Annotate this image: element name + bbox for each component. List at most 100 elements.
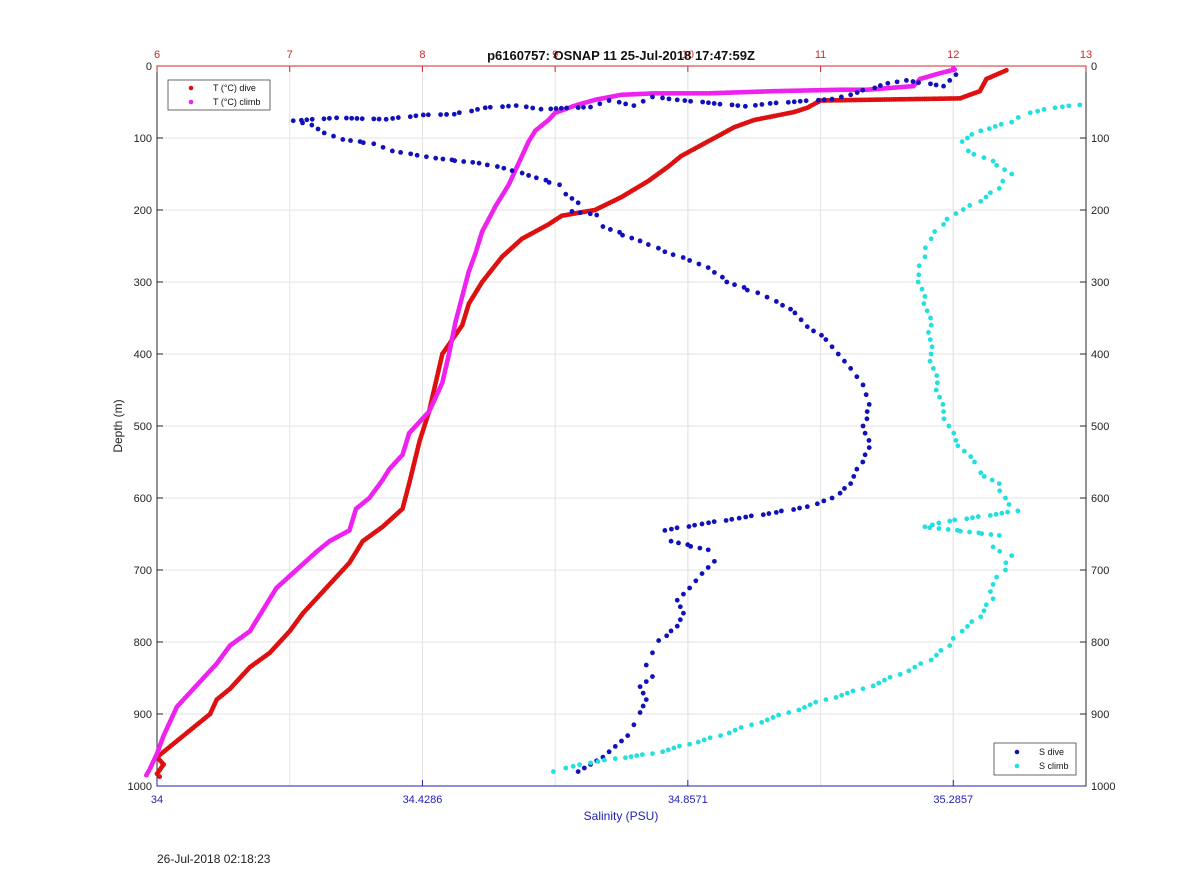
data-point (947, 78, 953, 83)
data-point (969, 132, 975, 137)
data-point (753, 102, 758, 108)
data-point (612, 744, 618, 749)
y-tick-label-right: 0 (1091, 61, 1097, 73)
data-point (936, 520, 942, 526)
data-point (759, 102, 765, 107)
data-point (796, 707, 802, 713)
data-point (965, 148, 971, 154)
data-point (650, 674, 655, 679)
legend-marker-t-climb (188, 99, 194, 105)
data-point (736, 515, 742, 521)
data-point (1002, 167, 1007, 173)
data-point (546, 180, 552, 185)
data-point (668, 628, 674, 634)
data-point (970, 515, 975, 521)
x-top-tick-label: 13 (1080, 49, 1092, 61)
data-point (860, 382, 866, 388)
data-point (759, 719, 765, 725)
data-point (870, 683, 876, 689)
data-point (862, 452, 868, 458)
data-point (697, 545, 703, 551)
data-point (700, 99, 706, 105)
data-point (842, 486, 847, 491)
data-point (811, 328, 816, 334)
data-point (797, 505, 802, 511)
data-point (829, 96, 835, 102)
data-point (724, 279, 730, 285)
data-point (928, 322, 934, 328)
axis-ticks: 0 0 100 100 200 200 300 300 400 400 500 500 600 600 70… (128, 49, 1116, 806)
data-point (990, 596, 996, 602)
data-point (839, 692, 845, 698)
y-tick-label-right: 300 (1091, 277, 1109, 289)
y-tick-label-right: 500 (1091, 421, 1109, 433)
data-point (660, 95, 665, 101)
data-point (706, 520, 711, 526)
data-point (723, 518, 729, 523)
data-point (968, 454, 974, 459)
data-point (732, 282, 737, 288)
data-point (981, 608, 987, 614)
data-point (612, 756, 618, 762)
data-point (695, 739, 701, 745)
data-point (894, 79, 900, 85)
data-point (619, 738, 624, 744)
data-point (910, 79, 916, 84)
data-point (424, 154, 429, 160)
data-point (476, 160, 482, 166)
data-point (674, 623, 680, 629)
data-point (807, 702, 813, 708)
data-point (371, 116, 377, 122)
data-point (916, 272, 922, 278)
data-point (408, 151, 414, 157)
data-point (994, 574, 999, 580)
x-top-tick-label: 9 (552, 49, 558, 61)
data-point (804, 324, 810, 330)
data-point (712, 270, 717, 275)
data-point (494, 164, 500, 169)
data-point (680, 255, 686, 260)
data-point (953, 438, 959, 443)
data-point (975, 514, 981, 519)
data-point (655, 245, 661, 251)
data-point (509, 168, 515, 174)
data-point (928, 315, 933, 321)
data-point (729, 102, 735, 108)
data-point (326, 115, 332, 121)
legend-marker-s-climb (1014, 763, 1020, 769)
data-point (981, 155, 987, 161)
data-point (821, 97, 827, 103)
data-point (662, 528, 668, 533)
x-top-tick-label: 8 (419, 49, 425, 61)
data-point (780, 302, 785, 308)
data-point (788, 306, 793, 312)
data-point (848, 481, 854, 486)
data-point (360, 140, 366, 146)
data-point (617, 229, 622, 235)
data-point (1009, 171, 1015, 177)
data-point (850, 688, 856, 694)
y-tick-label-left: 0 (146, 61, 152, 73)
data-point (687, 585, 693, 591)
data-point (469, 108, 474, 114)
data-point (650, 751, 655, 756)
data-point (563, 765, 569, 771)
data-point (371, 141, 377, 147)
data-point (640, 98, 646, 104)
data-point (802, 704, 807, 710)
data-point (955, 443, 961, 449)
data-point (940, 402, 946, 407)
data-point (650, 94, 655, 100)
data-point (903, 78, 909, 83)
data-point (711, 101, 717, 106)
data-point (718, 733, 723, 738)
data-point (957, 528, 963, 534)
data-point (533, 175, 539, 181)
y-tick-label-left: 300 (134, 277, 152, 289)
data-point (1003, 567, 1008, 573)
data-point (712, 558, 717, 564)
data-point (506, 103, 511, 109)
data-point (687, 258, 693, 263)
data-point (575, 105, 581, 111)
